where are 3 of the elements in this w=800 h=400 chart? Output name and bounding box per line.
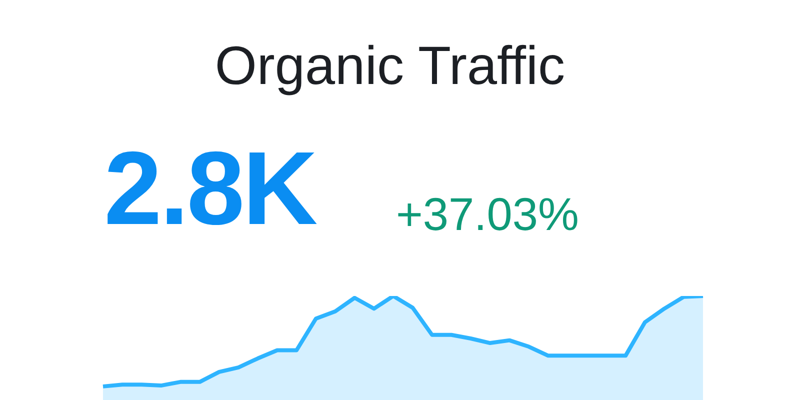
text: 2.8K [104,130,316,249]
chart-title: Organic Traffic [214,35,566,97]
text: +37.03% [396,187,579,241]
